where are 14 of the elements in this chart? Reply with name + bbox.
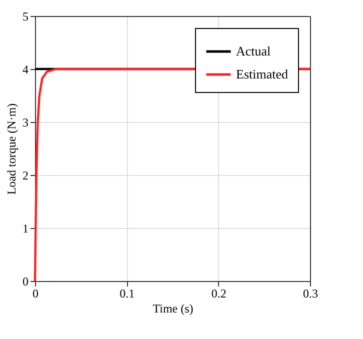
x-axis-title: Time (s) (152, 302, 194, 316)
y-tick-label: 5 (22, 10, 28, 24)
y-tick-label: 2 (22, 168, 28, 182)
y-tick-label: 0 (22, 274, 28, 288)
x-tick-label: 0.1 (120, 286, 135, 300)
y-tick-label: 1 (22, 222, 28, 236)
x-tick-label: 0 (32, 286, 38, 300)
y-tick-label: 3 (22, 116, 28, 130)
x-tick-label: 0.3 (303, 286, 318, 300)
legend-label: Estimated (236, 66, 288, 82)
x-tick-label: 0.2 (211, 286, 226, 300)
y-tick-label: 4 (22, 62, 28, 76)
y-axis-title: Load torque (N·m) (4, 103, 18, 195)
legend-label: Actual (236, 44, 272, 58)
